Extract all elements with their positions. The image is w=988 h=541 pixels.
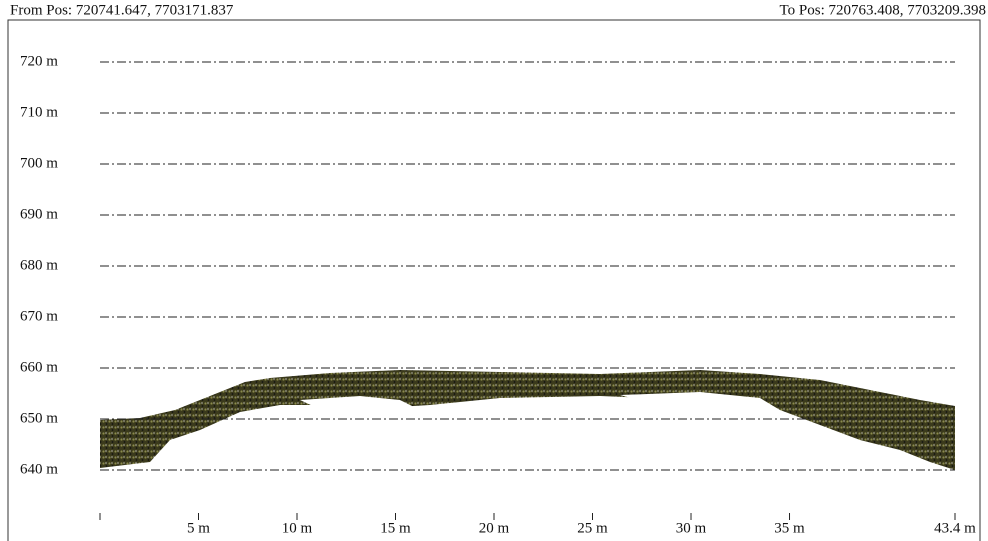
x-tick-label: 30 m	[676, 520, 707, 536]
x-tick-label: 43.4 m	[934, 520, 976, 536]
y-tick-label: 660 m	[20, 359, 58, 375]
y-tick-label: 670 m	[20, 308, 58, 324]
to-position: To Pos: 720763.408, 7703209.398	[780, 2, 986, 18]
y-tick-label: 720 m	[20, 53, 58, 69]
y-tick-label: 690 m	[20, 206, 58, 222]
frame	[8, 20, 980, 541]
x-tick-label: 25 m	[577, 520, 608, 536]
y-tick-label: 710 m	[20, 104, 58, 120]
from-position: From Pos: 720741.647, 7703171.837	[10, 2, 234, 18]
y-tick-label: 650 m	[20, 410, 58, 426]
x-tick-label: 35 m	[774, 520, 805, 536]
y-tick-label: 640 m	[20, 461, 58, 477]
x-tick-label: 15 m	[380, 520, 411, 536]
x-tick-label: 20 m	[479, 520, 510, 536]
y-tick-label: 700 m	[20, 155, 58, 171]
point-cloud	[100, 370, 955, 470]
profile-view: From Pos: 720741.647, 7703171.837 To Pos…	[0, 0, 988, 541]
y-tick-label: 680 m	[20, 257, 58, 273]
x-tick-label: 10 m	[282, 520, 313, 536]
x-tick-label: 5 m	[187, 520, 210, 536]
